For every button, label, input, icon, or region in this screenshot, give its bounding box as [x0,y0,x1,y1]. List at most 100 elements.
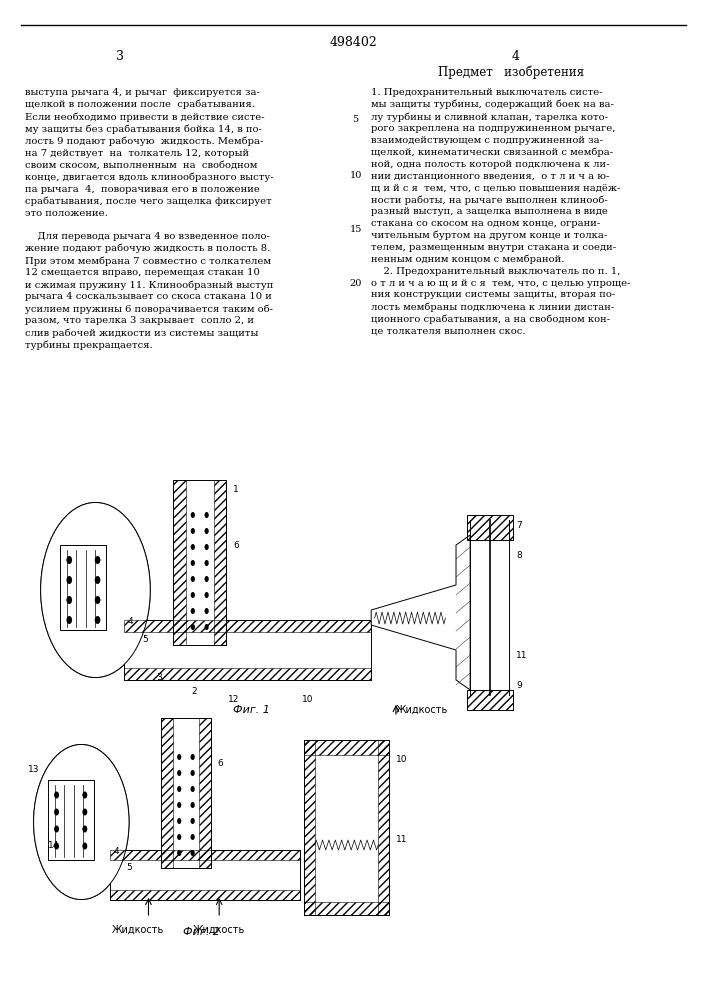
Bar [304,902,389,915]
Bar [173,480,226,645]
Bar [304,740,389,915]
Circle shape [191,608,195,614]
Bar [110,850,300,900]
Polygon shape [371,535,470,690]
Circle shape [82,826,88,832]
Text: 2: 2 [192,688,197,696]
Bar [124,620,371,632]
Circle shape [54,792,59,798]
Circle shape [204,576,209,582]
Circle shape [177,850,181,856]
Text: Фиг. 2: Фиг. 2 [183,927,220,937]
Bar [60,545,106,630]
Circle shape [191,576,195,582]
Bar [467,690,513,710]
Bar [161,718,173,868]
Circle shape [204,624,209,630]
Bar [173,480,186,645]
Text: 4: 4 [128,617,134,626]
Bar [110,850,300,860]
Circle shape [191,560,195,566]
Circle shape [177,770,181,776]
Text: 5: 5 [126,863,132,872]
Text: 13: 13 [28,766,40,774]
Circle shape [82,842,88,850]
Circle shape [66,616,72,624]
Circle shape [66,556,72,564]
Bar [110,890,300,900]
Text: Фиг. 1: Фиг. 1 [233,705,269,715]
Circle shape [177,818,181,824]
Circle shape [204,528,209,534]
Circle shape [190,850,194,856]
Circle shape [66,596,72,604]
Circle shape [177,754,181,760]
Circle shape [82,808,88,816]
Circle shape [204,608,209,614]
Bar [124,668,371,680]
Text: 4: 4 [512,49,520,62]
Circle shape [95,596,100,604]
Circle shape [177,834,181,840]
Text: 11: 11 [516,650,527,660]
Text: 9: 9 [516,680,522,690]
Text: 20: 20 [349,279,362,288]
Text: Жидкость: Жидкость [396,705,448,715]
Text: Жидкость: Жидкость [112,925,164,935]
Text: 4: 4 [114,848,119,856]
Bar [467,515,513,540]
Text: 6: 6 [218,758,223,768]
Circle shape [66,576,72,584]
Ellipse shape [41,502,150,678]
Circle shape [191,528,195,534]
Text: 14: 14 [48,840,59,850]
Circle shape [191,512,195,518]
Text: 10: 10 [302,696,313,704]
Circle shape [204,592,209,598]
Bar [199,718,211,868]
Bar [161,718,211,868]
Ellipse shape [33,744,129,900]
Circle shape [190,786,194,792]
Bar [378,740,389,915]
Circle shape [54,826,59,832]
Circle shape [190,770,194,776]
Circle shape [191,624,195,630]
Text: 6: 6 [233,542,239,550]
Circle shape [95,616,100,624]
Text: 7: 7 [516,520,522,530]
Text: 11: 11 [396,836,407,844]
Text: 498402: 498402 [329,35,378,48]
Text: Жидкость: Жидкость [193,925,245,935]
Text: 10: 10 [396,756,407,764]
Circle shape [204,560,209,566]
Text: 3: 3 [156,672,162,682]
Bar [304,740,389,755]
Text: 15: 15 [349,226,362,234]
Text: 12: 12 [228,696,239,704]
Text: 3: 3 [116,49,124,62]
Bar [124,620,371,680]
Circle shape [54,808,59,816]
Bar [304,740,315,915]
Bar [48,780,94,860]
Circle shape [54,842,59,850]
Circle shape [191,544,195,550]
Bar [214,480,226,645]
Text: 1: 1 [233,486,239,494]
Circle shape [190,754,194,760]
Circle shape [177,802,181,808]
Circle shape [190,834,194,840]
Circle shape [82,792,88,798]
Circle shape [204,544,209,550]
Circle shape [177,786,181,792]
Circle shape [190,818,194,824]
Circle shape [95,576,100,584]
Circle shape [191,592,195,598]
Text: выступа рычага 4, и рычаг  фиксируется за-
щелкой в положении после  срабатывани: выступа рычага 4, и рычаг фиксируется за… [25,88,274,350]
Text: 10: 10 [349,170,362,180]
Circle shape [204,512,209,518]
Circle shape [95,556,100,564]
Text: Предмет   изобретения: Предмет изобретения [438,65,585,79]
Text: 1. Предохранительный выключатель систе-
мы защиты турбины, содержащий боек на ва: 1. Предохранительный выключатель систе- … [371,88,631,336]
